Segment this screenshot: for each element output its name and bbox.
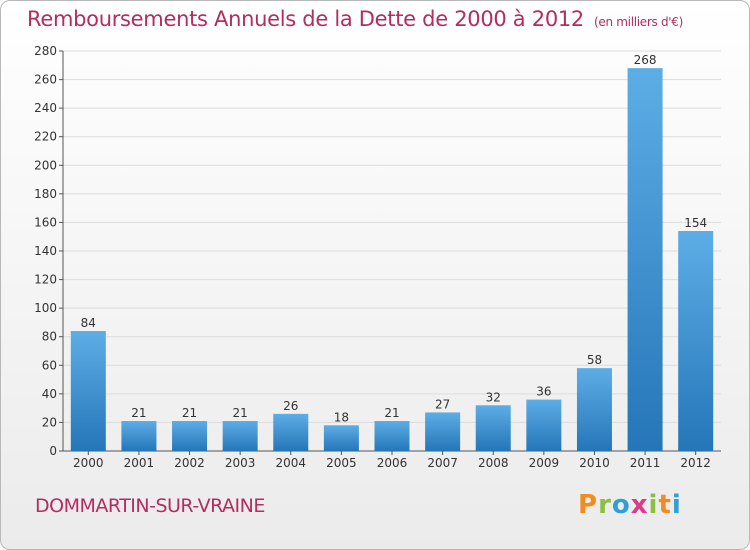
y-tick-label: 160 (34, 215, 57, 229)
logo-letter: r (598, 490, 612, 520)
bar-2003 (222, 421, 258, 451)
bar-2000 (70, 331, 106, 451)
logo-letter: P (578, 490, 599, 520)
chart-unit: (en milliers d'€) (594, 15, 684, 29)
labels: 0 20 40 60 80 100 120 140 160 180 200 220 240 260 280 8… (34, 44, 711, 470)
x-tick-label: 2001 (124, 456, 155, 470)
data-label: 26 (283, 399, 298, 413)
axes (59, 50, 721, 455)
x-tick-label: 2006 (377, 456, 408, 470)
x-tick-label: 2004 (275, 456, 306, 470)
data-label: 18 (334, 410, 349, 424)
data-label: 36 (536, 385, 551, 399)
y-tick-label: 100 (34, 301, 57, 315)
chart-title: Remboursements Annuels de la Dette de 20… (27, 7, 683, 31)
bar-2012 (678, 231, 714, 451)
logo-letter: x (630, 490, 649, 520)
chart-title-text: Remboursements Annuels de la Dette de 20… (27, 7, 584, 31)
bar-2007 (425, 412, 461, 451)
x-tick-label: 2000 (73, 456, 104, 470)
y-tick-label: 180 (34, 187, 57, 201)
data-label: 154 (684, 216, 707, 230)
bar-2001 (121, 421, 157, 451)
data-label: 27 (435, 397, 450, 411)
x-tick-label: 2010 (579, 456, 610, 470)
x-tick-label: 2008 (478, 456, 509, 470)
bar-2011 (627, 68, 663, 452)
bar-2008 (475, 405, 511, 451)
bars (70, 68, 714, 452)
bar-2010 (576, 368, 612, 451)
data-label: 21 (233, 406, 248, 420)
logo-letter: i (648, 490, 659, 520)
y-tick-label: 60 (42, 358, 57, 372)
proxiti-logo: Proxiti (578, 490, 682, 520)
y-tick-label: 0 (49, 444, 57, 458)
x-tick-label: 2009 (529, 456, 560, 470)
x-tick-label: 2005 (326, 456, 357, 470)
x-tick-label: 2003 (225, 456, 256, 470)
y-tick-label: 280 (34, 44, 57, 58)
y-tick-label: 260 (34, 73, 57, 87)
x-tick-label: 2007 (427, 456, 458, 470)
logo-letter: i (671, 490, 682, 520)
data-label: 58 (587, 353, 602, 367)
data-label: 268 (634, 53, 657, 67)
bar-2009 (526, 399, 562, 451)
grid-lines (63, 50, 721, 423)
bar-2006 (374, 421, 410, 451)
x-tick-label: 2002 (174, 456, 205, 470)
logo-letter: t (658, 490, 672, 520)
x-tick-label: 2011 (630, 456, 661, 470)
data-label: 21 (384, 406, 399, 420)
y-tick-label: 20 (42, 415, 57, 429)
y-tick-label: 120 (34, 273, 57, 287)
y-tick-label: 40 (42, 387, 57, 401)
data-label: 84 (81, 316, 96, 330)
commune-name: DOMMARTIN-SUR-VRAINE (35, 495, 265, 517)
x-tick-label: 2012 (680, 456, 711, 470)
data-label: 21 (182, 406, 197, 420)
y-tick-label: 200 (34, 158, 57, 172)
bar-2004 (273, 413, 309, 451)
logo-letter: o (611, 490, 631, 520)
y-tick-label: 240 (34, 101, 57, 115)
y-tick-label: 80 (42, 330, 57, 344)
data-label: 21 (131, 406, 146, 420)
bar-2002 (172, 421, 208, 451)
data-label: 32 (486, 390, 501, 404)
y-tick-label: 140 (34, 244, 57, 258)
y-tick-label: 220 (34, 130, 57, 144)
bar-2005 (323, 425, 359, 451)
